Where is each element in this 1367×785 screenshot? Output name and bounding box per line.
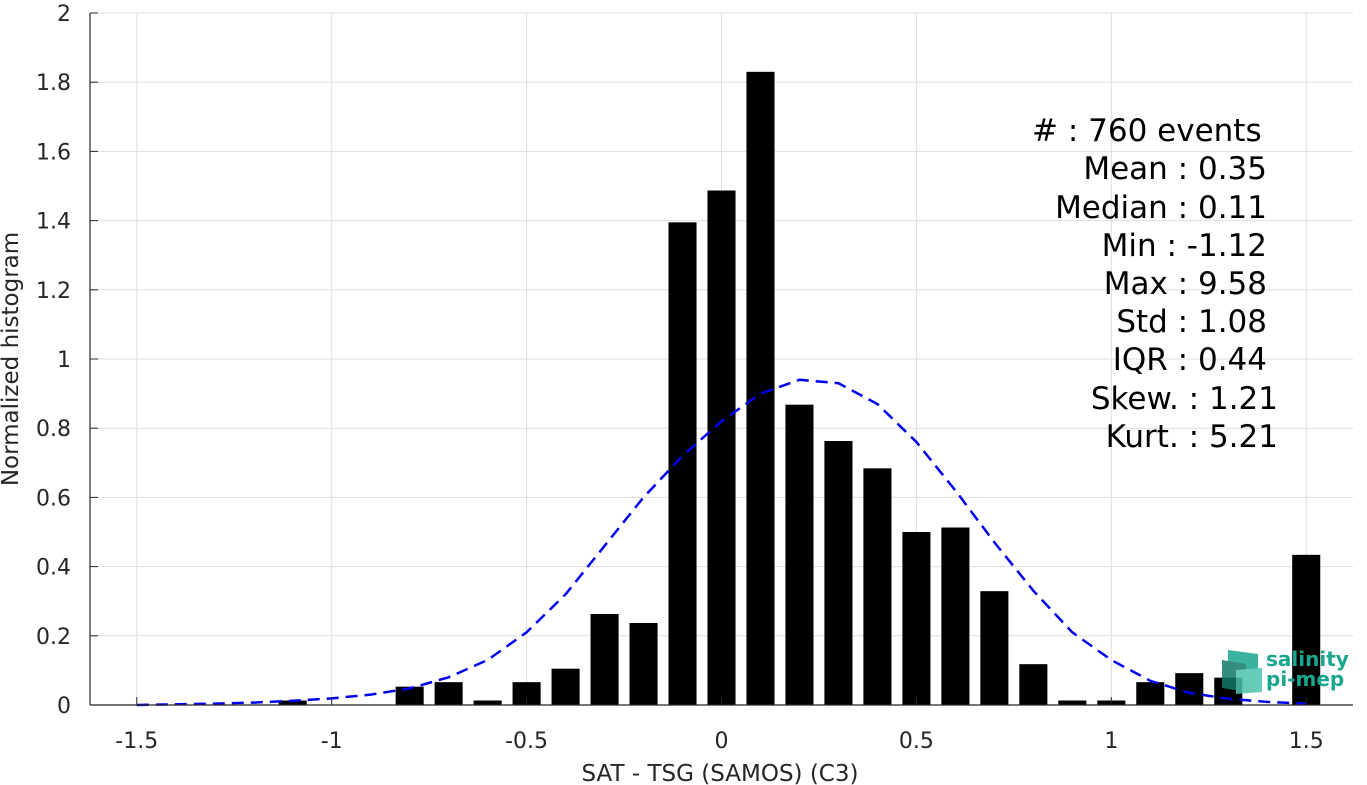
histogram-bar xyxy=(863,468,892,705)
stats-skew: Skew. : 1.21 xyxy=(1091,381,1278,417)
histogram-bar xyxy=(1136,682,1165,705)
x-tick-label: 0.5 xyxy=(899,729,934,754)
x-tick-label: 1 xyxy=(1104,729,1118,754)
stats-min: Min : -1.12 xyxy=(1102,228,1267,264)
y-tick-label: 0.2 xyxy=(36,625,71,650)
stats-median: Median : 0.11 xyxy=(1055,190,1267,226)
bars xyxy=(278,71,1321,706)
logo-line2: pi-mep xyxy=(1266,667,1344,691)
stats-events: # : 760 events xyxy=(1032,113,1262,149)
histogram-bar xyxy=(278,700,307,705)
stats-std: Std : 1.08 xyxy=(1116,304,1267,340)
logo-line1: salinity xyxy=(1266,647,1349,671)
logo-emblem-icon xyxy=(1222,650,1262,694)
histogram-bar xyxy=(629,622,658,705)
y-tick-label: 0.4 xyxy=(36,556,71,581)
y-axis-label: Normalized histogram xyxy=(0,232,24,486)
x-tick-label: -1.5 xyxy=(115,729,158,754)
y-tick-label: 1.6 xyxy=(36,140,71,165)
salinity-pi-mep-logo: salinity pi-mep xyxy=(1222,647,1349,694)
x-tick-labels: -1.5 -1 -0.5 0 0.5 1 1.5 xyxy=(115,729,1323,754)
histogram-bar xyxy=(668,222,697,705)
y-tick-label: 2 xyxy=(57,2,71,27)
histogram-bar xyxy=(1175,673,1204,705)
x-tick-label: -0.5 xyxy=(505,729,548,754)
histogram-bar xyxy=(473,700,502,705)
axes xyxy=(89,12,1353,706)
y-tick-label: 1 xyxy=(57,348,71,373)
y-tick-label: 0.6 xyxy=(36,486,71,511)
y-tick-labels: 0 0.2 0.4 0.6 0.8 1 1.2 1.4 1.6 1.8 2 xyxy=(36,2,71,719)
histogram-bar xyxy=(590,614,619,705)
y-tick-label: 1.4 xyxy=(36,210,71,235)
histogram-bar xyxy=(785,404,814,705)
stats-max: Max : 9.58 xyxy=(1104,266,1267,302)
histogram-bar xyxy=(1019,664,1048,705)
x-tick-label: 1.5 xyxy=(1289,729,1324,754)
y-tick-label: 0 xyxy=(57,694,71,719)
histogram-bar xyxy=(941,527,970,705)
histogram-bar xyxy=(512,682,541,705)
histogram-bar xyxy=(980,591,1009,705)
histogram-bar xyxy=(434,682,463,705)
stats-mean: Mean : 0.35 xyxy=(1083,151,1267,187)
histogram-bar xyxy=(746,71,775,705)
histogram-bar xyxy=(902,532,931,705)
histogram-bar xyxy=(824,441,853,705)
stats-iqr: IQR : 0.44 xyxy=(1113,342,1267,378)
x-axis-label: SAT - TSG (SAMOS) (C3) xyxy=(582,761,859,785)
histogram-bar xyxy=(395,686,424,705)
histogram-bar xyxy=(551,668,580,705)
y-tick-label: 1.8 xyxy=(36,71,71,96)
y-tick-label: 0.8 xyxy=(36,417,71,442)
stats-kurt: Kurt. : 5.21 xyxy=(1106,419,1278,455)
stats-box: # : 760 events Mean : 0.35 Median : 0.11… xyxy=(1032,113,1278,455)
histogram-bar xyxy=(1292,554,1321,705)
histogram-bar xyxy=(1058,700,1087,705)
x-tick-label: -1 xyxy=(321,729,343,754)
histogram-bar xyxy=(707,190,736,706)
x-tick-label: 0 xyxy=(715,729,729,754)
y-tick-label: 1.2 xyxy=(36,279,71,304)
